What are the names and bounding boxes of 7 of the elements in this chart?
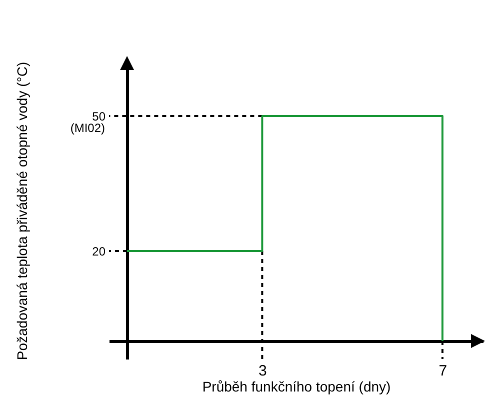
- x-tick-label: 3: [258, 362, 267, 380]
- y-tick-label: 50: [92, 110, 106, 124]
- x-tick-label: 7: [438, 362, 448, 380]
- text: (MI02): [70, 121, 105, 135]
- y-tick-label: 20: [92, 244, 106, 258]
- y-axis-title: Požadovaná teplota přiváděné otopné vody (°C): [14, 62, 30, 360]
- x-axis-title: Průběh funkčního topení (dny): [202, 378, 391, 394]
